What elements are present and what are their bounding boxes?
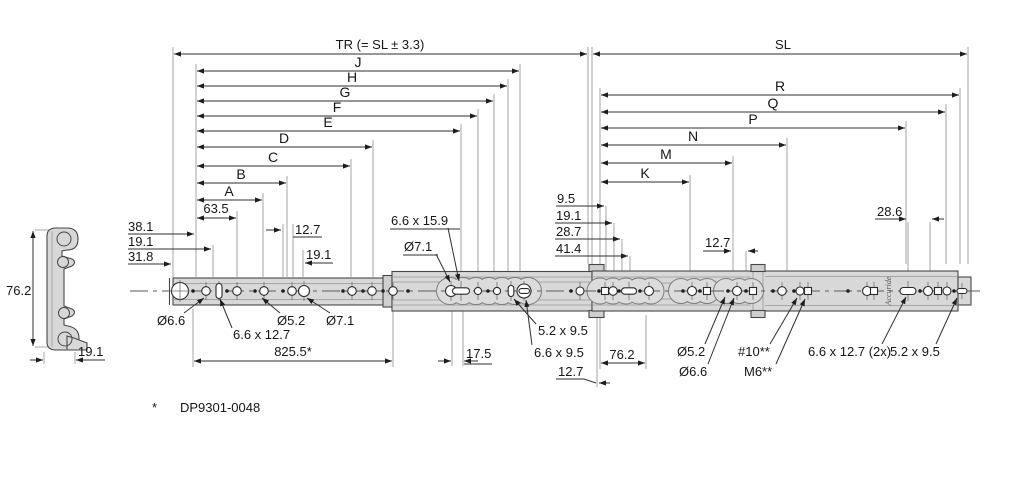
dim-label-63-5: 63.5 xyxy=(203,201,228,216)
bumper-tab xyxy=(750,309,766,319)
dim-label-19-1-left: 19.1 xyxy=(128,234,153,249)
callout-6-6x15-9: 6.6 x 15.9 xyxy=(391,213,448,228)
dim-label-c: C xyxy=(268,149,278,165)
ball-bearing xyxy=(57,331,73,347)
callout-dia-6-6-right: Ø6.6 xyxy=(679,364,707,379)
dim-label-a: A xyxy=(224,183,234,199)
dim-label-e: E xyxy=(323,114,332,130)
dim-label-m: M xyxy=(660,146,672,162)
cs-width-label: 19.1 xyxy=(78,344,103,359)
dimension-lines-left: TR (= SL ± 3.3) J H G F E D C B A 63.5 xyxy=(174,37,587,221)
callout-5-2x9-5-mid: 5.2 x 9.5 xyxy=(538,323,588,338)
dim-label-38-1: 38.1 xyxy=(128,219,153,234)
footnote: * DP9301-0048 xyxy=(152,400,260,415)
left-callouts-bottom: Ø6.6 6.6 x 12.7 Ø5.2 Ø7.1 xyxy=(157,297,354,342)
dim-label-b: B xyxy=(236,166,245,182)
callout-screw-m6: M6** xyxy=(744,364,772,379)
dim-label-n: N xyxy=(688,128,698,144)
left-small-dimensions: 12.7 19.1 xyxy=(266,222,333,266)
extension-lines xyxy=(35,47,969,387)
bumper-tab xyxy=(750,263,766,273)
dim-label-k: K xyxy=(640,165,650,181)
dim-label-f: F xyxy=(333,99,342,115)
dim-label-tr: TR (= SL ± 3.3) xyxy=(336,37,425,52)
dim-label-76-2-mid: 76.2 xyxy=(609,347,634,362)
bottom-dimensions-left: 825.5* 17.5 xyxy=(194,344,492,365)
right-offset-dimensions: 9.5 19.1 28.7 41.4 xyxy=(555,191,628,259)
slide-assembly: Accuride xyxy=(130,263,985,319)
callout-dia-5-2-left: Ø5.2 xyxy=(277,313,305,328)
dim-label-28-6: 28.6 xyxy=(877,204,902,219)
mid-callouts-top: 6.6 x 15.9 Ø7.1 xyxy=(390,213,461,283)
dim-label-h: H xyxy=(347,69,357,85)
dim-label-p: P xyxy=(748,111,757,127)
right-small-dimensions: 28.6 12.7 xyxy=(703,204,944,254)
callout-6-6x9-5: 6.6 x 9.5 xyxy=(534,345,584,360)
dim-label-28-7: 28.7 xyxy=(556,224,581,239)
callout-dia-7-1-left: Ø7.1 xyxy=(326,313,354,328)
footnote-marker: * xyxy=(152,400,157,415)
dim-label-41-4: 41.4 xyxy=(556,241,581,256)
dim-label-12-7-top: 12.7 xyxy=(295,222,320,237)
callout-dia-5-2-right: Ø5.2 xyxy=(677,344,705,359)
callout-6-6x12-7: 6.6 x 12.7 xyxy=(233,327,290,342)
cross-section-view: 76.2 19.1 xyxy=(6,227,105,363)
ball-bearing xyxy=(57,256,69,268)
dim-label-q: Q xyxy=(768,95,779,111)
dim-label-9-5: 9.5 xyxy=(557,191,575,206)
mounting-holes xyxy=(170,280,968,302)
dim-label-31-8: 31.8 xyxy=(128,249,153,264)
dim-label-19-1-right: 19.1 xyxy=(556,208,581,223)
footnote-text: DP9301-0048 xyxy=(180,400,260,415)
mid-callouts-bottom: 5.2 x 9.5 6.6 x 9.5 12.7 76.2 xyxy=(513,298,645,386)
left-offset-dimensions: 38.1 19.1 31.8 xyxy=(128,219,211,267)
dim-label-j: J xyxy=(355,54,362,70)
callout-dia-7-1-top: Ø7.1 xyxy=(404,239,432,254)
dim-label-825-5: 825.5* xyxy=(274,344,312,359)
ball-bearing xyxy=(58,307,70,319)
callout-dia-6-6-left: Ø6.6 xyxy=(157,313,185,328)
ball-bearing xyxy=(56,231,72,247)
dim-label-sl: SL xyxy=(775,37,791,52)
accuride-logo: Accuride xyxy=(884,276,893,306)
dim-label-12-7-right: 12.7 xyxy=(705,235,730,250)
cs-height-label: 76.2 xyxy=(6,283,31,298)
callout-screw-10: #10** xyxy=(738,344,770,359)
dim-label-g: G xyxy=(340,84,351,100)
callout-6-6x12-7-2x: 6.6 x 12.7 (2x) xyxy=(808,344,891,359)
right-callouts-bottom: Ø5.2 Ø6.6 #10** M6** 6.6 x 12.7 (2x) 5.2… xyxy=(677,296,958,379)
callout-5-2x9-5-right: 5.2 x 9.5 xyxy=(890,344,940,359)
dim-label-r: R xyxy=(775,78,785,94)
dim-label-17-5: 17.5 xyxy=(466,346,491,361)
dim-label-12-7-mid: 12.7 xyxy=(558,364,583,379)
dim-label-19-1-mid: 19.1 xyxy=(306,247,331,262)
dim-label-d: D xyxy=(279,130,289,146)
dimension-lines-right: SL R Q P N M K xyxy=(593,37,967,185)
